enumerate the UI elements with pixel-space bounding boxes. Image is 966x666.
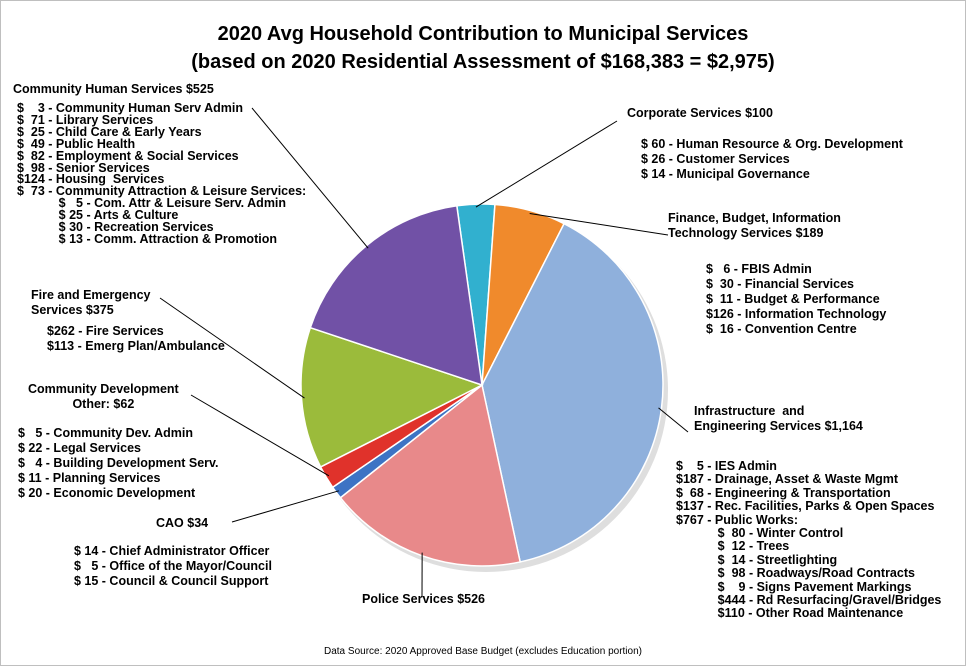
label-line: Community Development <box>28 382 179 396</box>
detail-line: $ 5 - IES Admin <box>676 459 777 473</box>
detail-line: $110 - Other Road Maintenance <box>676 606 904 621</box>
label-line: Engineering Services $1,164 <box>694 419 863 433</box>
detail-line: $ 98 - Senior Services <box>17 160 150 175</box>
details-infrastructure-services: $ 5 - IES Admin $187 - Drainage, Asset &… <box>676 459 942 621</box>
detail-line: $ 30 - Recreation Services <box>17 220 214 235</box>
detail-line: $ 49 - Public Health <box>17 136 136 151</box>
pie-slice-fire <box>300 326 484 468</box>
label-corporate-services: Corporate Services $100 <box>627 106 773 120</box>
detail-line: $ 71 - Library Services <box>17 112 154 127</box>
label-line: Other: $62 <box>72 397 135 411</box>
detail-line: $ 82 - Employment & Social Services <box>17 148 239 163</box>
details-finance-services: $ 6 - FBIS Admin $ 30 - Financial Servic… <box>706 262 886 337</box>
detail-line: $ 98 - Roadways/Road Contracts <box>676 566 915 581</box>
details-fire-emergency: $262 - Fire Services $113 - Emerg Plan/A… <box>47 324 225 354</box>
detail-line: $ 3 - Community Human Serv Admin <box>17 101 243 115</box>
detail-line: $187 - Drainage, Asset & Waste Mgmt <box>676 472 899 487</box>
detail-line: $113 - Emerg Plan/Ambulance <box>47 339 225 353</box>
label-line: Infrastructure and <box>694 404 805 418</box>
detail-line: $ 25 - Child Care & Early Years <box>17 124 202 139</box>
details-community-development: $ 5 - Community Dev. Admin $ 22 - Legal … <box>18 426 219 501</box>
detail-line: $ 80 - Winter Control <box>676 526 844 541</box>
leader-line-commdev <box>190 394 330 477</box>
label-infrastructure-services: Infrastructure and Engineering Services … <box>694 404 863 434</box>
detail-line: $ 14 - Chief Administrator Officer <box>74 544 270 558</box>
leader-line-fin <box>529 213 669 236</box>
detail-line: $ 14 - Municipal Governance <box>641 167 810 181</box>
leader-line-chs <box>251 107 369 249</box>
label-fire-emergency: Fire and Emergency Services $375 <box>31 288 151 318</box>
detail-line: $ 12 - Trees <box>676 539 790 554</box>
leader-line-infra <box>658 407 689 433</box>
label-community-development: Community Development Other: $62 <box>28 382 179 412</box>
detail-line: $444 - Rd Resurfacing/Gravel/Bridges <box>676 593 942 608</box>
detail-line: $ 15 - Council & Council Support <box>74 574 269 588</box>
detail-line: $ 30 - Financial Services <box>706 277 854 291</box>
label-line: Fire and Emergency <box>31 288 151 302</box>
detail-line: $126 - Information Technology <box>706 307 887 321</box>
detail-line: $ 14 - Streetlighting <box>676 552 838 567</box>
leader-line-fire <box>159 297 305 399</box>
detail-line: $767 - Public Works: <box>676 512 799 527</box>
pie-slice-police <box>339 383 522 567</box>
label-police-services: Police Services $526 <box>362 592 486 606</box>
detail-line: $ 26 - Customer Services <box>641 152 790 166</box>
detail-line: $ 60 - Human Resource & Org. Development <box>641 137 903 151</box>
label-line: Technology Services $189 <box>668 226 824 240</box>
detail-line: $ 5 - Com. Attr & Leisure Serv. Admin <box>17 196 287 211</box>
detail-line: $ 16 - Convention Centre <box>706 322 857 336</box>
detail-line: $137 - Rec. Facilities, Parks & Open Spa… <box>676 499 935 514</box>
label-finance-services: Finance, Budget, Information Technology … <box>668 211 841 241</box>
details-community-human-services: $ 3 - Community Human Serv Admin $ 71 - … <box>17 101 307 246</box>
chart-title: 2020 Avg Household Contribution to Munic… <box>217 23 749 45</box>
detail-line: $ 25 - Arts & Culture <box>17 208 179 223</box>
label-cao: CAO $34 <box>156 516 209 530</box>
detail-line: $124 - Housing Services <box>17 172 165 187</box>
detail-line: $ 11 - Budget & Performance <box>706 292 880 306</box>
details-cao: $ 14 - Chief Administrator Officer $ 5 -… <box>74 544 272 589</box>
detail-line: $262 - Fire Services <box>47 324 164 338</box>
leader-line-cao <box>231 490 339 523</box>
detail-line: $ 68 - Engineering & Transportation <box>676 485 891 500</box>
label-community-human-services: Community Human Services $525 <box>13 82 214 96</box>
detail-line: $ 20 - Economic Development <box>18 486 196 500</box>
detail-line: $ 9 - Signs Pavement Markings <box>676 579 912 594</box>
detail-line: $ 73 - Community Attraction & Leisure Se… <box>17 184 307 199</box>
leader-line-corp <box>475 120 618 208</box>
detail-line: $ 13 - Comm. Attraction & Promotion <box>17 231 277 246</box>
label-line: Finance, Budget, Information <box>668 211 841 225</box>
details-corporate-services: $ 60 - Human Resource & Org. Development… <box>641 137 903 182</box>
detail-line: $ 6 - FBIS Admin <box>706 262 812 276</box>
detail-line: $ 4 - Building Development Serv. <box>18 456 219 470</box>
detail-line: $ 5 - Community Dev. Admin <box>18 426 194 440</box>
pie-slice-infra <box>481 222 664 563</box>
label-line: Services $375 <box>31 303 114 317</box>
detail-line: $ 22 - Legal Services <box>18 441 141 455</box>
detail-line: $ 11 - Planning Services <box>18 471 161 485</box>
detail-line: $ 5 - Office of the Mayor/Council <box>74 559 272 573</box>
data-source-note: Data Source: 2020 Approved Base Budget (… <box>324 646 642 657</box>
chart-subtitle: (based on 2020 Residential Assessment of… <box>191 51 775 73</box>
